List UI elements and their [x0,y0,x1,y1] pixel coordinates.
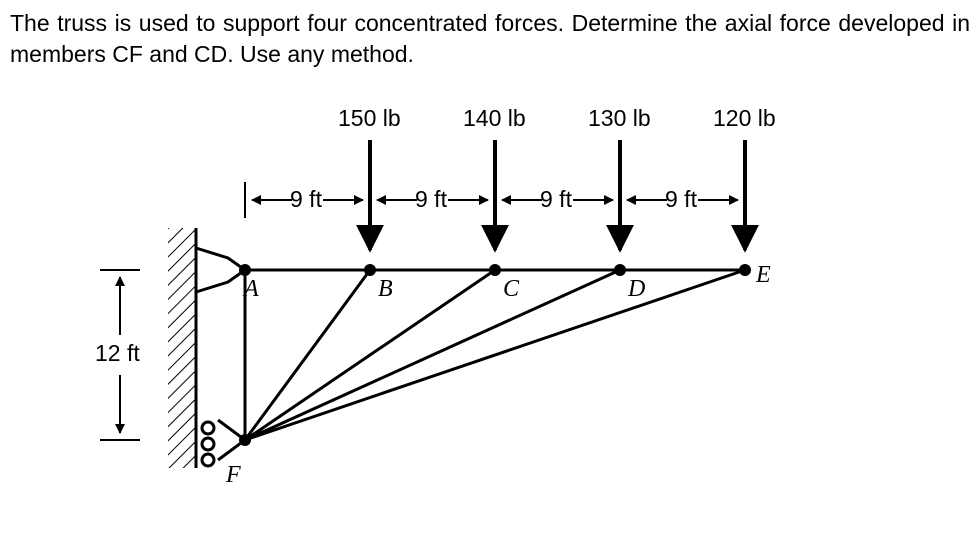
label-A: A [244,276,259,303]
label-E: E [756,262,771,289]
member-FC [245,270,495,440]
force-label-D: 130 lb [588,105,651,132]
node-A [239,264,251,276]
hdim-4: 9 ft [665,186,697,213]
hdim-2: 9 ft [415,186,447,213]
hdim-1: 9 ft [290,186,322,213]
force-label-C: 140 lb [463,105,526,132]
force-label-B: 150 lb [338,105,401,132]
hdim-3: 9 ft [540,186,572,213]
label-C: C [503,276,519,303]
support-F [202,420,245,466]
label-D: D [628,276,645,303]
node-C [489,264,501,276]
vdim-label: 12 ft [95,340,140,367]
member-FD [245,270,620,440]
node-E [739,264,751,276]
wall-hatch [168,228,196,468]
node-D [614,264,626,276]
label-B: B [378,276,393,303]
support-A [196,248,245,292]
force-label-E: 120 lb [713,105,776,132]
truss-diagram: 150 lb 140 lb 130 lb 120 lb 9 ft 9 ft 9 … [0,0,979,543]
member-FB [245,270,370,440]
member-FE [245,270,745,440]
truss-svg [0,0,979,538]
truss-members [245,270,745,440]
label-F: F [226,462,241,489]
node-F [239,434,251,446]
node-B [364,264,376,276]
